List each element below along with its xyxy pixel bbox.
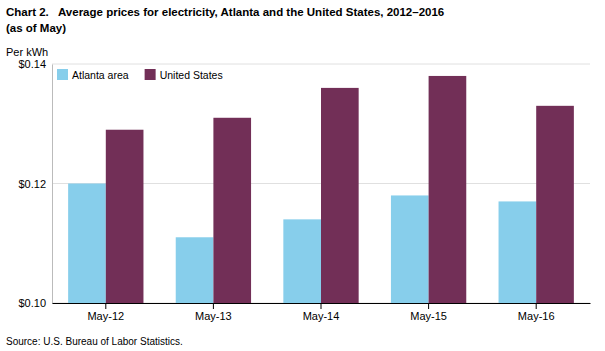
subtitle: (as of May): [6, 22, 66, 34]
bar: [213, 118, 251, 303]
bars: [68, 76, 574, 303]
x-axis: May-12 May-13 May-14 May-15 May-16: [53, 303, 591, 322]
legend-swatch: [145, 69, 156, 80]
x-tick: May-13: [195, 303, 232, 322]
source: Source: U.S. Bureau of Labor Statistics.: [6, 336, 183, 347]
legend: Atlanta area United States: [57, 69, 223, 81]
x-tick-label: May-14: [303, 310, 340, 322]
x-tick-mark: [105, 303, 106, 309]
x-tick-mark: [213, 303, 214, 309]
x-tick-label: May-12: [87, 310, 124, 322]
bar: [176, 237, 214, 303]
bar: [429, 76, 467, 303]
x-tick: May-15: [410, 303, 447, 322]
legend-label: Atlanta area: [72, 69, 129, 81]
title: Chart 2. Average prices for electricity,…: [6, 6, 444, 18]
legend-swatch: [57, 69, 68, 80]
series: [106, 76, 574, 303]
x-tick-mark: [321, 303, 322, 309]
x-tick-mark: [536, 303, 537, 309]
legend-item: United States: [145, 69, 223, 81]
bar: [321, 88, 359, 303]
x-tick-mark: [428, 303, 429, 309]
x-tick: May-14: [303, 303, 340, 322]
bar: [536, 106, 574, 303]
bar: [283, 219, 321, 303]
y-tick-label: $0.12: [18, 178, 46, 190]
bar: [68, 184, 106, 304]
y-tick: $0.10: [18, 297, 52, 309]
legend-item: Atlanta area: [57, 69, 129, 81]
bar: [106, 130, 144, 303]
y-axis-label: Per kWh: [6, 46, 48, 58]
grid: [52, 64, 590, 303]
x-tick-label: May-13: [195, 310, 232, 322]
y-tick-label: $0.10: [18, 297, 46, 309]
bar: [499, 201, 537, 303]
y-tick: $0.14: [18, 58, 52, 70]
x-tick-label: May-16: [518, 310, 555, 322]
bar: [391, 195, 429, 303]
plot-area: $0.10$0.12$0.14May-12May-13May-14May-15M…: [18, 58, 590, 322]
x-tick: May-12: [87, 303, 124, 322]
grid-line: [52, 64, 590, 65]
x-tick-label: May-15: [410, 310, 447, 322]
legend-label: United States: [160, 69, 223, 81]
chart: Chart 2. Average prices for electricity,…: [0, 0, 605, 351]
y-tick-label: $0.14: [18, 58, 46, 70]
y-axis-line: [52, 65, 53, 304]
y-tick: $0.12: [18, 178, 52, 190]
y-axis: $0.10 $0.12 $0.14: [18, 58, 52, 309]
x-tick: May-16: [518, 303, 555, 322]
